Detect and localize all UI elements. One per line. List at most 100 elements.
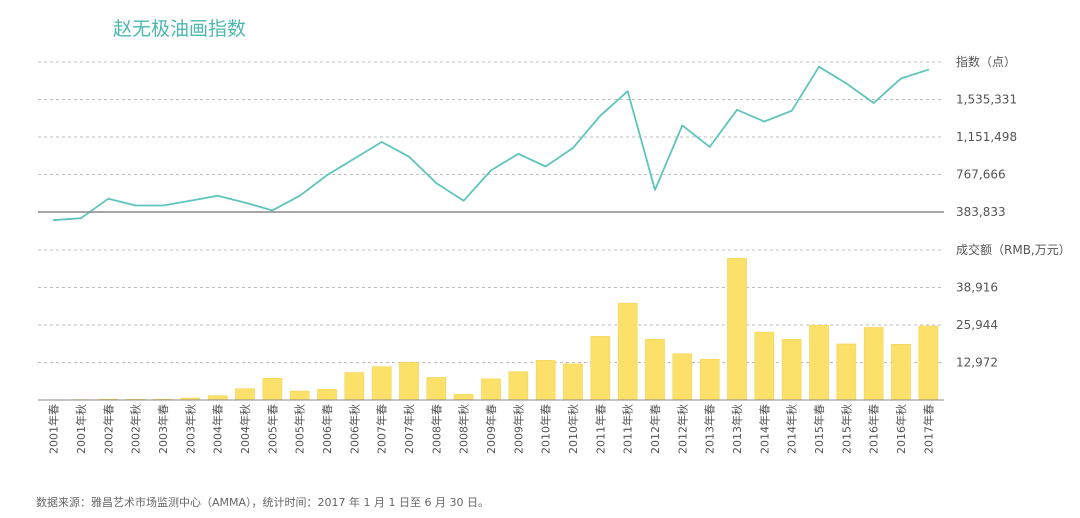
index-line <box>53 65 929 222</box>
bar <box>863 327 884 401</box>
line-ylabel: 指数（点） <box>956 54 1016 69</box>
category-label: 2008年春 <box>429 404 443 454</box>
category-label: 2004年秋 <box>238 404 252 454</box>
index-point <box>462 199 465 202</box>
labels-layer: 383,833 767,666 1,151,498 1,535,331 指数（点） 成交额… <box>47 54 1071 454</box>
index-point <box>80 217 82 220</box>
category-label: 2004年春 <box>211 404 225 454</box>
bar <box>289 390 310 401</box>
index-point <box>572 146 574 149</box>
bars-layer <box>43 258 939 401</box>
bar <box>836 343 857 401</box>
bar <box>563 363 583 401</box>
category-label: 2017年春 <box>921 404 935 454</box>
index-point <box>544 165 547 168</box>
line-layer <box>52 65 930 222</box>
index-point <box>599 114 602 117</box>
bar <box>399 362 419 401</box>
category-label: 2002年秋 <box>129 404 143 454</box>
bar <box>699 358 720 401</box>
index-point <box>298 194 301 197</box>
category-label: 2003年春 <box>156 404 170 454</box>
category-label: 2002年春 <box>101 404 115 454</box>
index-point <box>216 194 219 197</box>
index-point <box>326 174 328 177</box>
index-point <box>107 197 110 200</box>
category-label: 2011年春 <box>593 404 607 454</box>
category-label: 2015年秋 <box>839 404 853 454</box>
category-label: 2001年秋 <box>74 404 88 454</box>
category-label: 2009年春 <box>484 404 498 454</box>
bar <box>481 378 501 401</box>
category-label: 2001年春 <box>47 404 61 454</box>
index-point <box>134 204 137 207</box>
category-label: 2006年秋 <box>347 404 361 454</box>
bar-ytick-label: 25,944 <box>956 318 998 332</box>
category-label: 2014年春 <box>757 404 771 454</box>
category-label: 2007年春 <box>375 404 389 454</box>
index-point <box>271 209 274 212</box>
index-point <box>162 204 164 207</box>
bar <box>317 389 337 401</box>
category-label: 2009年秋 <box>511 404 525 454</box>
category-label: 2013年春 <box>703 404 717 454</box>
index-point <box>189 199 192 202</box>
category-label: 2007年秋 <box>402 404 416 454</box>
category-label: 2012年秋 <box>675 404 689 454</box>
index-point <box>708 146 711 148</box>
line-ytick-label: 767,666 <box>956 167 1006 181</box>
bar <box>590 336 611 401</box>
bar <box>535 360 556 401</box>
bar <box>918 325 939 401</box>
index-point <box>490 169 492 172</box>
bar <box>235 388 255 401</box>
index-point <box>790 109 793 112</box>
bar-ytick-label: 38,916 <box>956 281 998 295</box>
bar <box>781 339 802 401</box>
index-point <box>818 65 820 68</box>
index-point <box>736 108 738 111</box>
bar-ytick-label: 12,972 <box>956 356 998 370</box>
bar <box>891 343 911 401</box>
category-label: 2011年秋 <box>621 404 635 454</box>
bar <box>426 377 447 401</box>
grid-layer <box>38 61 944 363</box>
line-ytick-label: 1,535,331 <box>956 93 1017 107</box>
bar-ylabel: 成交额（RMB,万元） <box>956 242 1071 257</box>
category-label: 2014年秋 <box>785 404 799 454</box>
bar <box>645 339 665 401</box>
bar <box>508 371 529 401</box>
index-point <box>927 68 930 71</box>
bar <box>617 302 638 401</box>
index-point <box>654 189 656 191</box>
category-label: 2016年秋 <box>894 404 908 454</box>
axis-layer <box>38 211 944 401</box>
category-label: 2012年春 <box>648 404 662 454</box>
category-label: 2008年秋 <box>457 404 471 454</box>
index-point <box>763 120 766 123</box>
bar <box>344 372 365 401</box>
category-label: 2005年春 <box>265 404 279 454</box>
index-point <box>900 77 902 80</box>
chart-title: 赵无极油画指数 <box>113 18 247 40</box>
index-point <box>845 82 848 85</box>
index-point <box>626 90 629 93</box>
index-point <box>244 201 246 204</box>
line-ytick-label: 1,151,498 <box>956 130 1017 144</box>
bar <box>754 331 775 401</box>
category-label: 2010年秋 <box>566 404 580 454</box>
index-point <box>681 124 684 127</box>
index-point <box>872 102 875 104</box>
index-point <box>380 141 383 143</box>
index-point <box>353 157 356 160</box>
line-ytick-label: 383,833 <box>956 205 1006 219</box>
index-point <box>435 182 438 184</box>
category-label: 2005年秋 <box>293 404 307 454</box>
category-label: 2013年秋 <box>730 404 744 454</box>
category-label: 2006年春 <box>320 404 334 454</box>
bar <box>262 378 283 401</box>
category-label: 2010年春 <box>539 404 553 454</box>
category-label: 2003年秋 <box>183 404 197 454</box>
index-point <box>52 219 55 222</box>
